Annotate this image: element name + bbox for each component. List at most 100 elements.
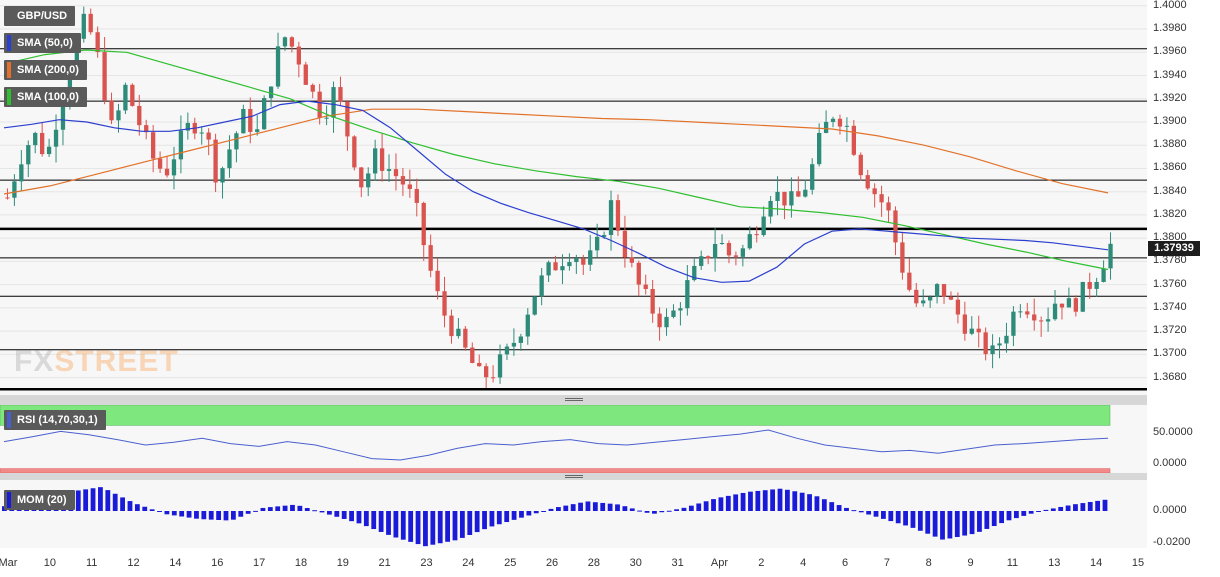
time-tick-label: Apr xyxy=(710,557,729,569)
legend-sma200[interactable]: SMA (200,0) xyxy=(4,60,87,80)
rsi-tick-label: 50.0000 xyxy=(1153,426,1193,438)
rsi-panel[interactable]: RSI (14,70,30,1) xyxy=(0,405,1147,473)
sma200-line xyxy=(3,108,1109,195)
momentum-bar xyxy=(356,511,362,524)
momentum-bar xyxy=(267,507,273,511)
candle-body xyxy=(1094,281,1099,289)
candle xyxy=(1011,306,1016,347)
candle xyxy=(1018,304,1023,318)
legend-mom[interactable]: MOM (20) xyxy=(4,490,75,510)
momentum-panel[interactable]: MOM (20) xyxy=(0,480,1147,548)
candle-body xyxy=(88,13,93,33)
momentum-bar xyxy=(363,511,369,527)
candle xyxy=(976,315,981,348)
candle xyxy=(657,307,662,341)
candle xyxy=(699,250,704,270)
momentum-bar xyxy=(954,511,960,538)
time-tick-label: 25 xyxy=(504,557,517,569)
candle-body xyxy=(1025,311,1030,315)
momentum-bar xyxy=(570,504,576,511)
candle-body xyxy=(962,314,967,334)
candle-body xyxy=(449,315,454,337)
candle-body xyxy=(511,342,517,347)
candle-body xyxy=(123,84,128,111)
momentum-bar xyxy=(585,501,591,511)
candle-body xyxy=(643,284,648,290)
candle xyxy=(171,146,177,190)
candle-body xyxy=(629,257,634,263)
momentum-bar xyxy=(437,511,443,544)
momentum-bar xyxy=(1102,499,1108,511)
candle-body xyxy=(310,84,315,92)
candle xyxy=(643,274,648,295)
candle-body xyxy=(151,132,156,159)
candle xyxy=(789,177,794,218)
momentum-bar xyxy=(105,490,111,511)
candle-body xyxy=(817,132,822,165)
candle-body xyxy=(1059,303,1065,308)
candle-body xyxy=(740,248,745,257)
candle xyxy=(858,152,863,181)
momentum-bar xyxy=(297,505,303,511)
momentum-bar xyxy=(1065,505,1071,511)
momentum-bar xyxy=(216,511,222,520)
instrument-label: GBP/USD xyxy=(4,6,76,26)
legend-sma100[interactable]: SMA (100,0) xyxy=(4,87,87,107)
candle xyxy=(289,36,295,53)
panel-resize-handle[interactable] xyxy=(0,395,1147,405)
candle xyxy=(262,95,267,130)
momentum-bar xyxy=(408,511,414,542)
panel-resize-handle-2[interactable] xyxy=(0,473,1147,480)
candle-body xyxy=(976,328,981,333)
candle-body xyxy=(504,346,510,355)
candle-body xyxy=(213,139,218,183)
candle-body xyxy=(477,362,482,367)
price-chart-panel[interactable]: FXSTREET GBP/USD SMA (50,0) SMA (200,0) … xyxy=(0,0,1147,395)
momentum-bar xyxy=(652,511,657,514)
candle-body xyxy=(1087,281,1092,289)
candle xyxy=(185,112,190,140)
candle-body xyxy=(324,117,329,119)
time-tick-label: Mar xyxy=(0,557,18,569)
legend-rsi[interactable]: RSI (14,70,30,1) xyxy=(4,410,106,430)
candle-body xyxy=(46,146,52,155)
momentum-bar xyxy=(836,505,842,511)
candle xyxy=(817,123,822,167)
candle xyxy=(400,168,406,196)
legend-sma50[interactable]: SMA (50,0) xyxy=(4,33,81,53)
time-tick-label: 2 xyxy=(758,557,765,569)
candle xyxy=(241,104,246,134)
candle-body xyxy=(747,234,752,249)
candle xyxy=(1004,322,1009,353)
candle xyxy=(46,138,52,157)
candle-body xyxy=(761,216,766,236)
time-tick-label: 26 xyxy=(545,557,559,569)
price-tick-label: 1.3940 xyxy=(1153,68,1187,81)
candle xyxy=(969,316,974,336)
candle xyxy=(928,295,933,308)
momentum-bar xyxy=(98,487,103,511)
candle-body xyxy=(595,236,600,251)
candle xyxy=(754,226,759,243)
momentum-bar xyxy=(157,511,162,512)
candle-body xyxy=(144,125,149,133)
momentum-bar xyxy=(962,511,968,536)
candle xyxy=(484,363,489,388)
momentum-bar xyxy=(807,494,812,511)
candle-body xyxy=(400,176,406,185)
candle xyxy=(393,153,399,191)
momentum-bar xyxy=(792,491,798,511)
candle xyxy=(796,176,801,197)
candle xyxy=(844,117,850,142)
candle xyxy=(1025,302,1030,319)
candle xyxy=(879,185,884,217)
candle-body xyxy=(1039,320,1044,322)
candle xyxy=(1059,303,1065,320)
candle xyxy=(1066,287,1072,308)
candle xyxy=(712,228,718,272)
rsi-chart-svg xyxy=(0,405,1111,473)
candle xyxy=(1094,277,1099,297)
candle xyxy=(130,83,135,107)
momentum-bar xyxy=(1087,501,1093,511)
candle xyxy=(255,115,260,136)
